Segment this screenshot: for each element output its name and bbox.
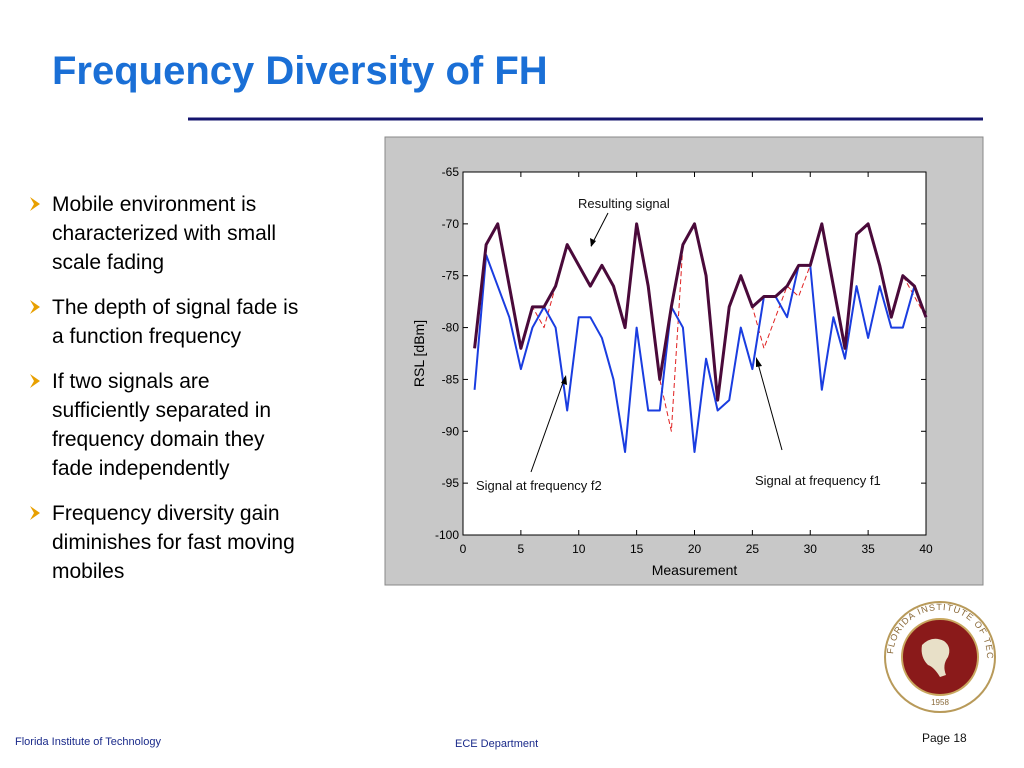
chart: 0 5 10 15 20 25 30 35 40 -100 -95 -90 -85 -80 -75 -70 -6… — [411, 165, 933, 578]
annotation: Resulting signal — [578, 196, 670, 211]
y-tick-label: -95 — [442, 476, 460, 490]
bullet-text: fade independently — [52, 457, 230, 480]
footer-center: ECE Department — [455, 738, 538, 750]
y-tick-label: -85 — [442, 372, 460, 386]
x-tick-label: 15 — [630, 542, 644, 556]
bullet-text: frequency domain they — [52, 428, 265, 451]
arrow-head — [756, 357, 762, 367]
series-line — [473, 222, 928, 402]
arrow-head — [590, 238, 596, 247]
y-axis-label: RSL [dBm] — [411, 320, 427, 387]
bullet-text: characterized with small — [52, 222, 276, 245]
bullet-arrow — [30, 300, 40, 314]
bullet-arrow — [30, 197, 40, 211]
logo-globe — [921, 638, 950, 677]
plot-area — [462, 171, 927, 536]
y-tick-label: -70 — [442, 217, 460, 231]
bullet-text: diminishes for fast moving — [52, 531, 295, 554]
bullet-text: scale fading — [52, 251, 164, 274]
bullet-text: a function frequency — [52, 325, 242, 348]
annotation-arrow — [530, 376, 566, 473]
x-axis-label: Measurement — [652, 562, 738, 578]
bullet-arrow — [30, 506, 40, 520]
x-tick-label: 25 — [746, 542, 760, 556]
y-tick-label: -90 — [442, 424, 460, 438]
y-tick-label: -75 — [442, 269, 460, 283]
x-tick-label: 0 — [460, 542, 467, 556]
slide-title: Frequency Diversity of FH — [52, 49, 548, 93]
annotation-arrow — [756, 359, 783, 451]
bullet-list: Mobile environment is characterized with … — [30, 193, 298, 583]
logo-year: 1958 — [931, 698, 949, 707]
y-tick-label: -80 — [442, 321, 460, 335]
x-tick-label: 10 — [572, 542, 586, 556]
bullet-arrow — [30, 374, 40, 388]
annotation: Signal at frequency f1 — [755, 473, 881, 488]
x-tick-label: 40 — [919, 542, 933, 556]
bullet-text: Frequency diversity gain — [52, 502, 280, 525]
x-tick-label: 5 — [518, 542, 525, 556]
y-tick-label: -65 — [442, 165, 460, 179]
bullet-text: Mobile environment is — [52, 193, 256, 216]
x-tick-label: 35 — [861, 542, 875, 556]
arrow-head — [561, 375, 567, 385]
footer-left: Florida Institute of Technology — [15, 736, 161, 748]
page-number: Page 18 — [922, 731, 967, 745]
y-tick-label: -100 — [435, 528, 459, 542]
bullet-text: The depth of signal fade is — [52, 296, 298, 319]
bullet-text: sufficiently separated in — [52, 399, 271, 422]
x-tick-label: 30 — [804, 542, 818, 556]
annotation: Signal at frequency f2 — [476, 478, 602, 493]
series-line — [473, 253, 927, 454]
bullet-text: If two signals are — [52, 370, 210, 393]
bullet-text: mobiles — [52, 560, 124, 583]
x-tick-label: 20 — [688, 542, 702, 556]
